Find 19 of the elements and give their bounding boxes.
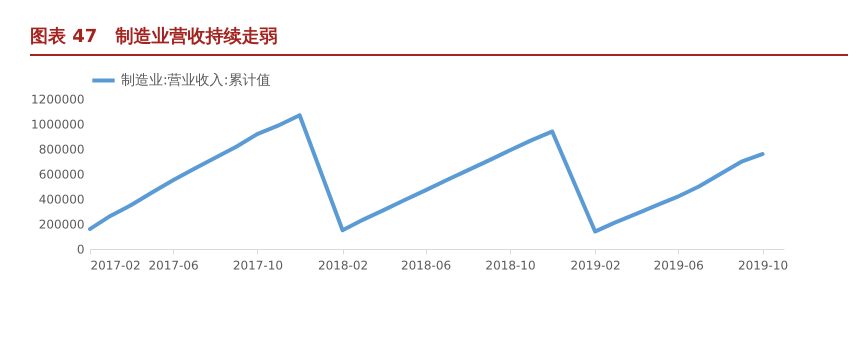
x-tick-label: 2017-10	[232, 258, 284, 272]
x-tick-label: 2019-06	[654, 258, 704, 272]
y-tick-label: 600000	[38, 168, 84, 182]
y-tick-label: 1200000	[31, 92, 84, 106]
y-tick-label: 1000000	[31, 118, 84, 132]
line-series	[88, 113, 765, 234]
x-tick-label: 2019-02	[570, 258, 621, 272]
chart-title: 图表 47 制造业营收持续走弱	[30, 25, 278, 48]
x-tick-label: 2019-10	[738, 258, 788, 272]
x-tick-label: 2018-10	[485, 258, 536, 272]
y-tick-label: 0	[76, 242, 84, 256]
x-tick-label: 2018-06	[401, 258, 452, 272]
x-tick-label: 2017-06	[148, 258, 199, 272]
y-tick-label: 400000	[38, 192, 84, 206]
y-tick-label: 200000	[38, 218, 84, 232]
y-tick-label: 800000	[38, 142, 84, 156]
legend-label: 制造业:营业收入:累计值	[121, 72, 270, 88]
x-tick-label: 2018-02	[318, 258, 368, 272]
x-tick-label: 2017-02	[90, 258, 141, 272]
